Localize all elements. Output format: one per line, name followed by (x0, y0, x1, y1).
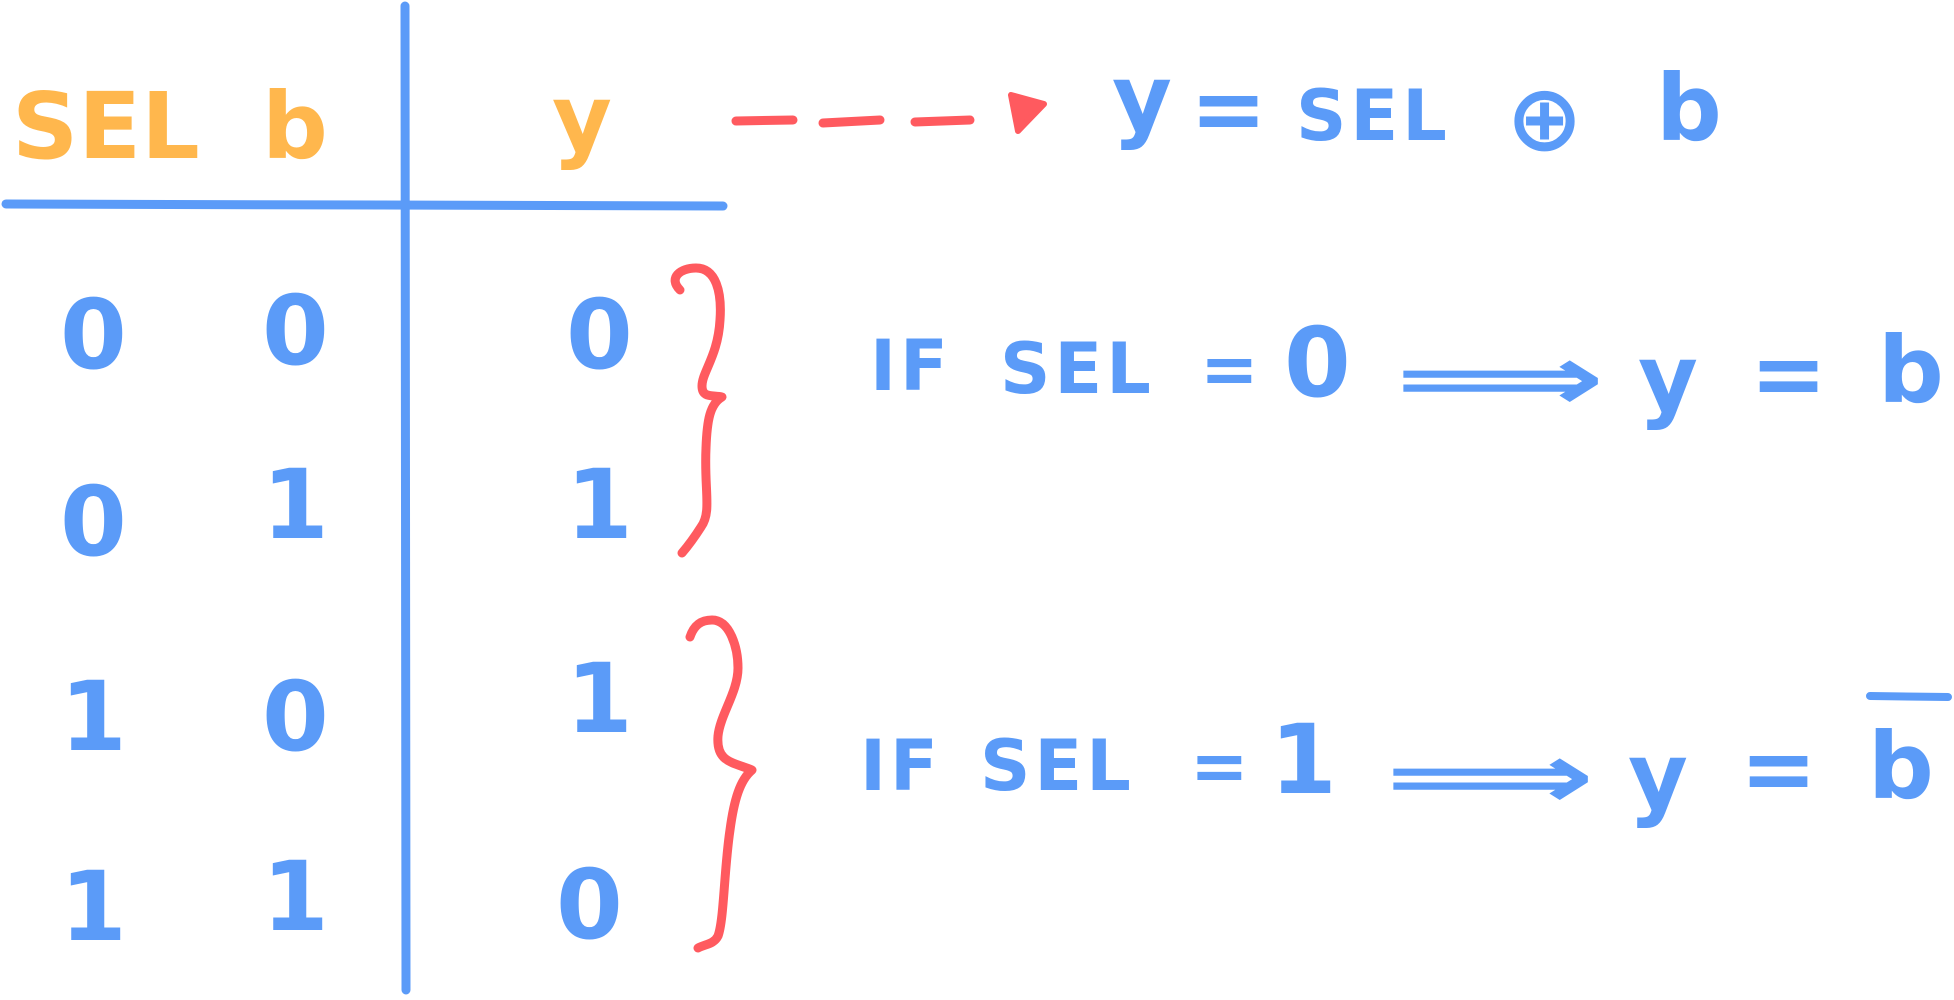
cell-b: 1 (262, 841, 329, 953)
cell-b: 0 (262, 661, 329, 773)
formula-lhs: y (1112, 45, 1172, 152)
cell-b: 0 (262, 275, 329, 387)
rule-equals: = (1200, 328, 1263, 410)
rule-sel: SEL (1000, 328, 1155, 410)
rule-sel-zero: IF SEL = 0 ⟹ y = b (870, 307, 1944, 432)
table-row: 0 1 1 (60, 449, 633, 578)
rule-value: 1 (1270, 704, 1337, 816)
implies-arrow: ⟹ (1385, 723, 1595, 830)
rule-equals: = (1190, 725, 1253, 807)
rule-sel-one: IF SEL = 1 ⟹ y = b (860, 704, 1934, 830)
rule-result-equals: = (1750, 320, 1827, 427)
rule-result-lhs: y (1628, 723, 1688, 830)
formula-sel: SEL (1296, 75, 1451, 157)
cell-sel: 0 (60, 466, 127, 578)
dashed-arrow-head (1008, 92, 1047, 134)
cell-y: 1 (566, 449, 633, 561)
rule-value: 0 (1284, 307, 1351, 419)
rule-if: IF (860, 725, 942, 807)
cell-sel: 1 (60, 851, 127, 963)
rule-result-rhs: b (1868, 713, 1934, 820)
table-row: 0 0 0 (60, 275, 633, 391)
dashed-arrow (731, 115, 975, 128)
implies-arrow: ⟹ (1395, 325, 1605, 432)
brace-bottom (685, 615, 757, 953)
cell-b: 1 (262, 449, 329, 561)
cell-y: 1 (566, 643, 633, 755)
table-vertical-divider (400, 1, 411, 995)
negation-bar (1866, 692, 1952, 701)
table-header-underline (1, 199, 728, 211)
header-y: y (552, 65, 612, 172)
cell-y: 0 (556, 849, 623, 961)
rule-if: IF (870, 325, 952, 407)
xor-operator: ⊕ (1506, 65, 1583, 172)
header-sel: SEL (12, 73, 200, 180)
table-grid (1, 1, 728, 995)
formula-equals: = (1190, 55, 1267, 162)
brace-top (670, 263, 727, 558)
cell-sel: 0 (60, 279, 127, 391)
formula-rhs: b (1656, 55, 1722, 162)
rule-sel: SEL (980, 725, 1135, 807)
header-b: b (262, 73, 328, 180)
rule-result-rhs: b (1878, 317, 1944, 424)
rule-result-equals: = (1740, 715, 1817, 822)
table-body: 0 0 0 0 1 1 1 0 1 1 1 0 (60, 275, 633, 963)
cell-sel: 1 (60, 661, 127, 773)
xor-formula: y = SEL ⊕ b (1112, 45, 1722, 172)
braces (670, 263, 757, 953)
table-header: SEL b y (12, 65, 612, 180)
rule-result-lhs: y (1638, 325, 1698, 432)
table-row: 1 0 1 (60, 643, 633, 773)
cell-y: 0 (566, 279, 633, 391)
table-row: 1 1 0 (60, 841, 623, 963)
